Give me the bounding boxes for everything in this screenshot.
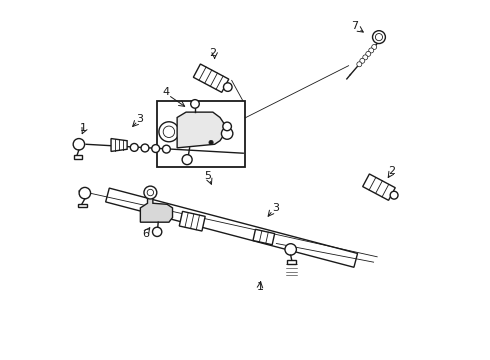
Polygon shape xyxy=(140,196,172,222)
Circle shape xyxy=(79,188,91,199)
Circle shape xyxy=(223,122,231,131)
Circle shape xyxy=(182,155,192,165)
Circle shape xyxy=(159,122,179,142)
Circle shape xyxy=(372,31,386,44)
Circle shape xyxy=(360,58,365,63)
Text: 4: 4 xyxy=(162,87,169,98)
Text: 3: 3 xyxy=(136,113,143,123)
Circle shape xyxy=(363,55,368,60)
Circle shape xyxy=(152,227,162,237)
Polygon shape xyxy=(111,139,127,152)
Text: 1: 1 xyxy=(257,282,264,292)
Polygon shape xyxy=(177,112,223,148)
Circle shape xyxy=(223,83,232,91)
Polygon shape xyxy=(253,229,275,245)
Text: 3: 3 xyxy=(272,203,279,213)
Polygon shape xyxy=(287,260,296,265)
Circle shape xyxy=(144,186,157,199)
Polygon shape xyxy=(363,174,395,200)
Circle shape xyxy=(73,139,85,150)
Circle shape xyxy=(152,145,160,153)
Circle shape xyxy=(130,144,138,151)
Polygon shape xyxy=(194,64,229,93)
Text: 2: 2 xyxy=(209,48,217,58)
Circle shape xyxy=(209,140,213,145)
Circle shape xyxy=(163,145,171,153)
Polygon shape xyxy=(78,204,87,207)
Circle shape xyxy=(285,244,296,255)
Circle shape xyxy=(191,100,199,108)
Circle shape xyxy=(357,62,362,67)
Circle shape xyxy=(141,144,149,152)
Text: 6: 6 xyxy=(142,229,149,239)
Circle shape xyxy=(368,48,374,53)
Bar xyxy=(157,102,245,167)
Circle shape xyxy=(390,191,398,199)
Polygon shape xyxy=(179,211,205,231)
Text: 7: 7 xyxy=(351,21,359,31)
Text: 2: 2 xyxy=(389,166,396,176)
Text: 1: 1 xyxy=(80,123,87,133)
Circle shape xyxy=(366,51,371,57)
Circle shape xyxy=(221,128,233,139)
Circle shape xyxy=(372,45,377,49)
Polygon shape xyxy=(74,155,82,158)
Text: 5: 5 xyxy=(204,171,211,181)
